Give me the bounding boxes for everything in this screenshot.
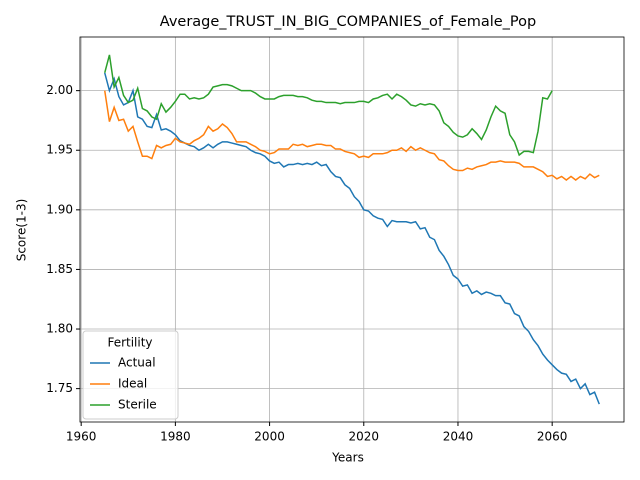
legend-label: Ideal	[118, 377, 147, 391]
y-tick-label: 1.75	[46, 381, 73, 395]
y-tick-label: 1.85	[46, 262, 73, 276]
x-axis-label: Years	[331, 451, 364, 465]
legend-label: Sterile	[118, 398, 157, 412]
legend-label: Actual	[118, 356, 156, 370]
x-tick-label: 1980	[160, 430, 191, 444]
x-tick-label: 2000	[254, 430, 285, 444]
y-tick-label: 1.80	[46, 322, 73, 336]
legend-box	[82, 330, 179, 420]
series-line	[103, 90, 600, 181]
series-line	[104, 54, 553, 157]
y-tick-label: 2.00	[46, 83, 73, 97]
x-tick-label: 2020	[349, 430, 380, 444]
y-tick-label: 1.95	[46, 143, 73, 157]
x-tick-label: 1960	[66, 430, 97, 444]
y-axis-label: Score(1-3)	[15, 199, 29, 262]
legend-title: Fertility	[107, 336, 152, 350]
y-tick-label: 1.90	[46, 202, 73, 216]
x-tick-label: 2040	[443, 430, 474, 444]
chart-title: Average_TRUST_IN_BIG_COMPANIES_of_Female…	[160, 14, 536, 30]
plot-frame	[79, 36, 625, 423]
x-tick-label: 2060	[537, 430, 568, 444]
